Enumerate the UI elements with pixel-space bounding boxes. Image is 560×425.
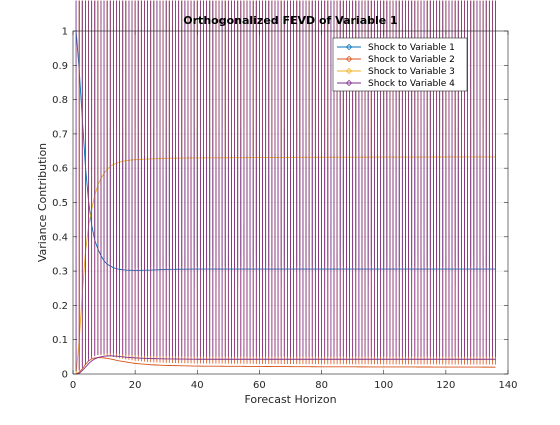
x-tick-label: 100 <box>374 380 393 391</box>
legend-label: Shock to Variable 2 <box>368 55 455 65</box>
x-tick-label: 60 <box>253 380 266 391</box>
legend-label: Shock to Variable 3 <box>368 67 455 77</box>
y-tick-label: 1 <box>62 27 68 38</box>
y-tick-label: 0.7 <box>52 129 68 140</box>
x-tick-label: 0 <box>70 380 76 391</box>
y-tick-label: 0.1 <box>52 335 68 346</box>
y-tick-label: 0.9 <box>52 61 68 72</box>
y-axis-label: Variance Contribution <box>36 143 49 262</box>
y-tick-label: 0.6 <box>52 164 68 175</box>
legend-label: Shock to Variable 1 <box>368 43 455 53</box>
legend-label: Shock to Variable 4 <box>368 79 455 89</box>
y-tick-label: 0.4 <box>52 232 68 243</box>
chart-title: Orthogonalized FEVD of Variable 1 <box>183 14 397 27</box>
x-tick-label: 80 <box>315 380 328 391</box>
x-axis-label: Forecast Horizon <box>244 393 336 406</box>
y-tick-label: 0 <box>62 370 68 381</box>
y-tick-label: 0.5 <box>52 198 68 209</box>
y-tick-label: 0.3 <box>52 267 68 278</box>
legend: Shock to Variable 1 Shock to Variable 2 Sh… <box>333 38 467 91</box>
x-tick-label: 140 <box>498 380 517 391</box>
y-tick-label: 0.8 <box>52 95 68 106</box>
x-tick-label: 40 <box>191 380 204 391</box>
x-tick-label: 120 <box>436 380 455 391</box>
x-tick-label: 20 <box>129 380 142 391</box>
y-tick-label: 0.2 <box>52 301 68 312</box>
